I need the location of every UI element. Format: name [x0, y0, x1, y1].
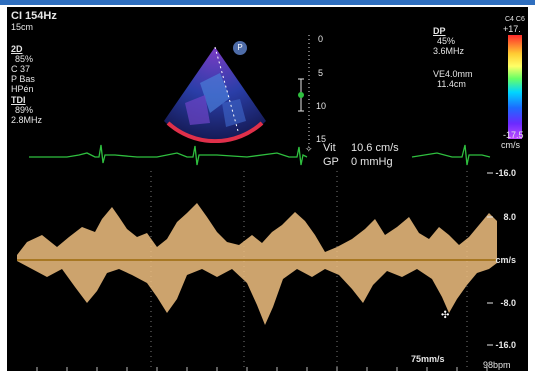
depth-tick: 15	[316, 134, 327, 144]
vit-value: 10.6 cm/s	[351, 142, 399, 154]
gp-label: GP	[323, 156, 339, 168]
settings-dp-line: 45%	[437, 36, 456, 46]
svg-text:✣: ✣	[441, 310, 449, 321]
settings-dp-line: 3.6MHz	[433, 46, 465, 56]
echo-sector-image	[164, 46, 266, 143]
settings-2d-line: C 37	[11, 64, 31, 74]
sweep-speed: 75mm/s	[411, 354, 445, 364]
velocity-label: -16.0	[495, 340, 516, 350]
settings-2d-line: 85%	[15, 54, 34, 64]
depth-scale-ruler	[298, 35, 310, 145]
settings-tdi-title: TDI	[11, 95, 26, 105]
velocity-label: -8.0	[500, 298, 516, 308]
settings-dp-line: VE4.0mm	[433, 69, 473, 79]
mode-label: CI 154Hz	[11, 10, 57, 22]
color-scale-unit: cm/s	[501, 140, 520, 150]
vit-label: Vit	[323, 142, 336, 154]
heart-rate: 98bpm	[483, 360, 511, 370]
settings-dp-title: DP	[433, 26, 446, 36]
settings-dp-line: 11.4cm	[437, 79, 466, 89]
cursor-marker: ✧	[305, 144, 313, 154]
settings-2d-line: HPén	[11, 84, 34, 94]
color-scale-max: +17.	[503, 24, 521, 34]
color-scale-bar	[508, 35, 522, 139]
ecg-trace	[29, 144, 308, 166]
doppler-trace-area: ✣	[17, 144, 497, 371]
settings-2d-line: P Bas	[11, 74, 35, 84]
doppler-signal	[17, 203, 497, 259]
ultrasound-screen: CI 154Hz 15cm 2D 85% C 37 P Bas HPén TDI…	[7, 7, 528, 371]
settings-tdi-line: 89%	[15, 105, 34, 115]
settings-tdi-line: 2.8MHz	[11, 115, 43, 125]
gp-value: 0 mmHg	[351, 156, 393, 168]
time-axis-ticks	[36, 367, 488, 371]
probe-badge: P	[233, 41, 247, 55]
color-scale-title: C4 C6	[505, 16, 525, 23]
depth-tick: 10	[316, 101, 327, 111]
velocity-label: 8.0	[503, 212, 516, 222]
velocity-scale-ticks	[487, 172, 493, 346]
top-bar	[0, 0, 535, 5]
settings-2d-title: 2D	[11, 44, 23, 54]
depth-tick: 0	[318, 34, 324, 44]
color-scale-min: -17.5	[503, 130, 524, 140]
velocity-unit-label: cm/s	[495, 255, 516, 265]
velocity-label: -16.0	[495, 168, 516, 178]
depth-label: 15cm	[11, 22, 34, 32]
depth-tick: 5	[318, 68, 324, 78]
